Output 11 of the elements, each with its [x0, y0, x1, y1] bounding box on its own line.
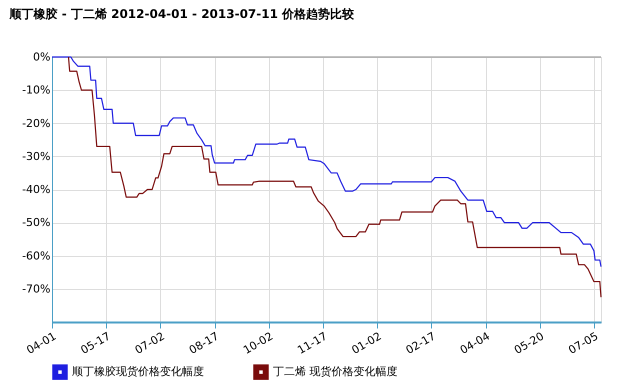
y-tick-label: -30%	[22, 150, 50, 163]
legend-label: 顺丁橡胶现货价格变化幅度	[72, 365, 204, 378]
y-tick-label: -20%	[22, 116, 50, 130]
y-tick-label: -10%	[22, 84, 50, 97]
y-tick-label: -50%	[22, 216, 50, 230]
y-tick-label: -60%	[22, 249, 50, 262]
chart-title: 顺丁橡胶 - 丁二烯 2012-04-01 - 2013-07-11 价格趋势比较	[8, 7, 356, 21]
y-tick-label: -70%	[22, 282, 50, 296]
y-tick-label: 0%	[33, 50, 50, 64]
y-tick-label: -40%	[22, 183, 50, 196]
legend-label: 丁二烯 现货价格变化幅度	[273, 365, 398, 378]
